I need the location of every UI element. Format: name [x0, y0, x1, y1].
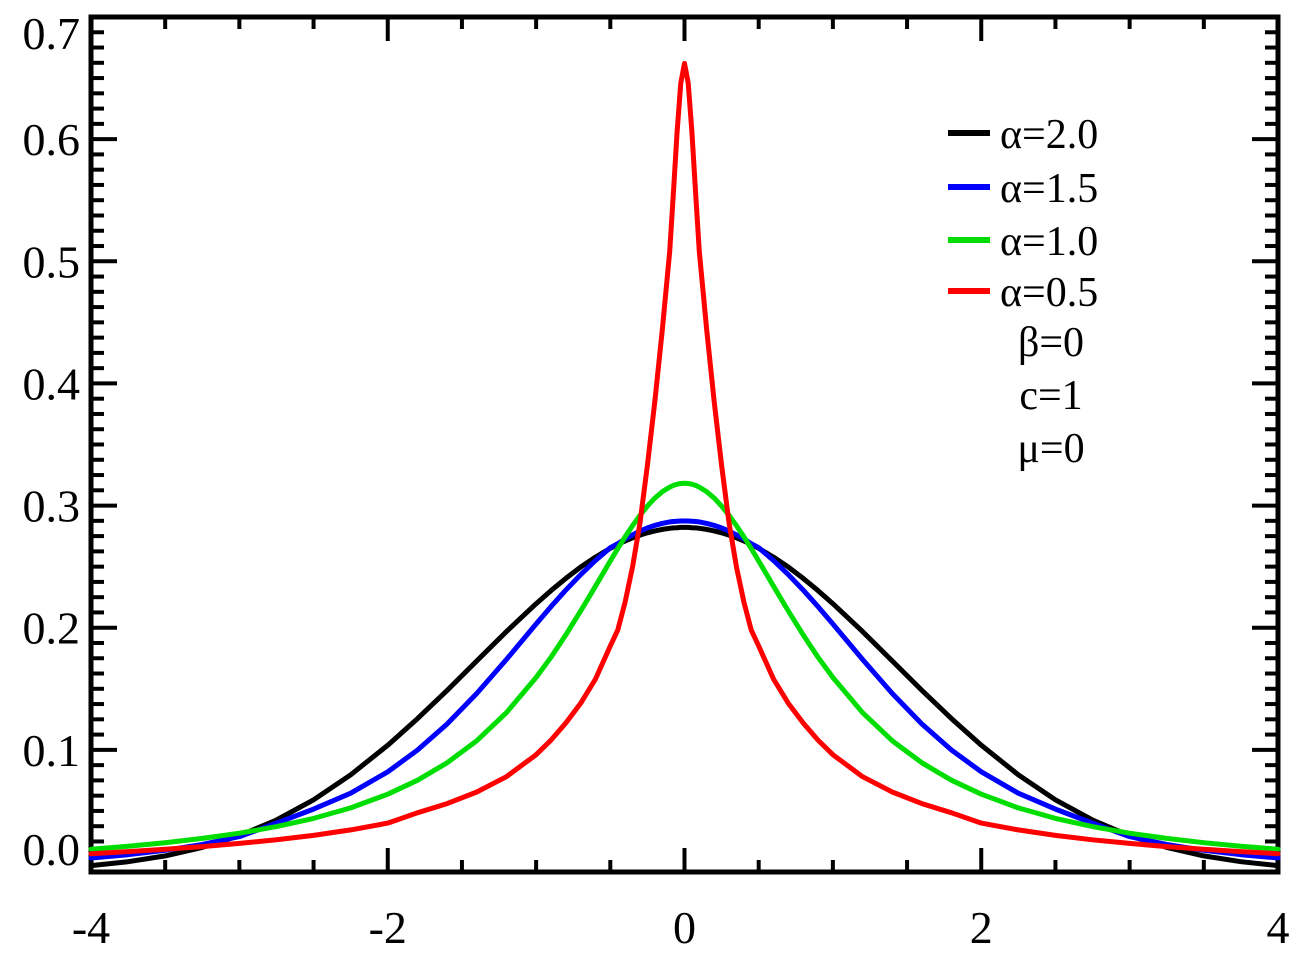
x-tick-label: -4	[72, 902, 110, 953]
curve-alpha-1.0	[88, 480, 1281, 852]
legend-annotation-c: c=1	[1019, 373, 1082, 419]
curves	[88, 60, 1281, 869]
axis-ticks	[89, 15, 1280, 874]
y-tick-label: 0.6	[23, 114, 81, 165]
y-tick-label: 0.7	[23, 8, 81, 59]
y-tick-label: 0.5	[23, 236, 81, 287]
legend-entry: α=1.0	[948, 219, 1098, 265]
x-axis-labels: -4 -2 0 2 4	[72, 902, 1290, 953]
legend: α=2.0 α=1.5 α=1.0 α=0.5 β=0 c=1 μ=0	[948, 112, 1098, 472]
y-tick-label: 0.1	[23, 725, 81, 776]
curve-alpha-0.5	[88, 60, 1281, 857]
y-tick-label: 0.3	[23, 481, 81, 532]
legend-annotation-mu: μ=0	[1017, 426, 1084, 472]
legend-entry: α=1.5	[948, 166, 1098, 212]
x-tick-label: 2	[970, 902, 993, 953]
legend-entry: α=2.0	[948, 112, 1098, 158]
legend-label-alpha-0.5: α=0.5	[1000, 270, 1098, 316]
y-axis-labels: 0.0 0.1 0.2 0.3 0.4 0.5 0.6 0.7	[23, 8, 81, 875]
y-tick-label: 0.4	[23, 358, 81, 409]
curve-alpha-2.0	[88, 524, 1281, 869]
x-tick-label: 0	[673, 902, 696, 953]
legend-entry: α=0.5	[948, 270, 1098, 316]
legend-annotation-beta: β=0	[1018, 320, 1084, 366]
legend-label-alpha-1.5: α=1.5	[1000, 166, 1098, 212]
x-tick-label: -2	[369, 902, 407, 953]
plot-frame	[88, 14, 1281, 875]
curve-alpha-1.5	[88, 518, 1281, 861]
legend-label-alpha-1.0: α=1.0	[1000, 219, 1098, 265]
y-tick-label: 0.0	[23, 824, 81, 875]
y-tick-label: 0.2	[23, 603, 81, 654]
x-tick-label: 4	[1267, 902, 1290, 953]
legend-label-alpha-2.0: α=2.0	[1000, 112, 1098, 158]
